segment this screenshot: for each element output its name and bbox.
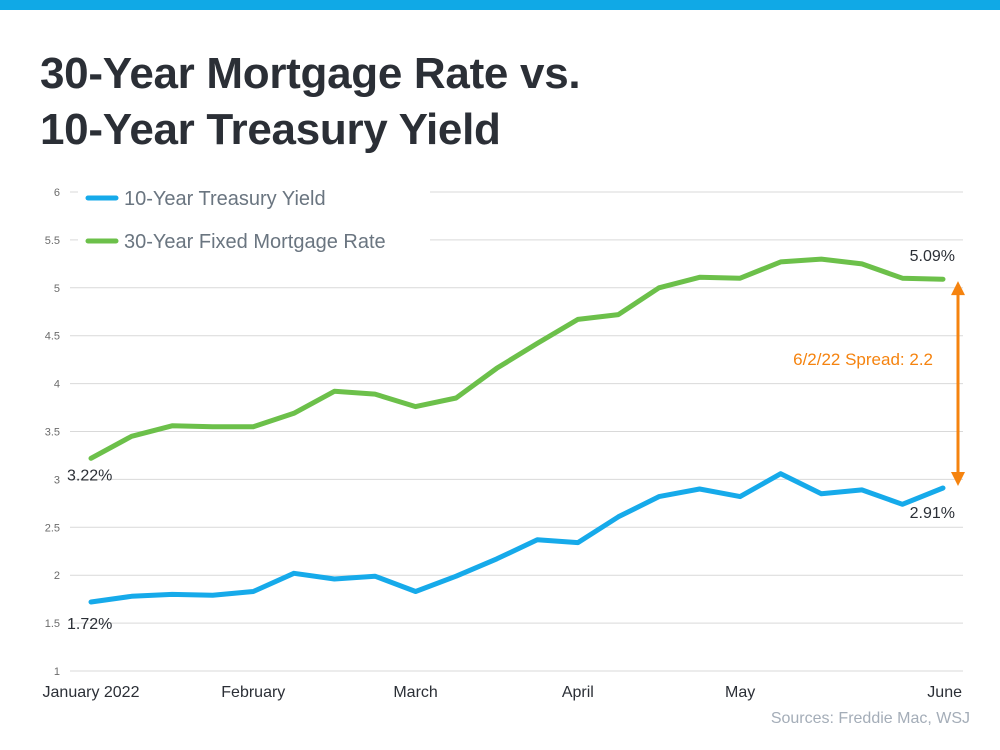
spread-arrow-head-up: [951, 281, 965, 296]
y-tick-label: 1: [54, 666, 60, 678]
treasury-series-line: [88, 471, 946, 605]
mortgage-start-label: 3.22%: [67, 467, 112, 484]
legend-box: [78, 178, 430, 260]
x-tick-label: January 2022: [43, 684, 140, 701]
x-tick-label: March: [393, 684, 437, 701]
y-tick-label: 2.5: [45, 522, 60, 534]
top-accent-bar: [0, 0, 1000, 10]
chart-title-line-2: 10-Year Treasury Yield: [40, 105, 501, 154]
treasury-end-label: 2.91%: [910, 505, 955, 522]
source-note: Sources: Freddie Mac, WSJ: [770, 710, 970, 727]
y-tick-label: 5.5: [45, 235, 60, 247]
legend-label-mortgage: 30-Year Fixed Mortgage Rate: [124, 231, 386, 253]
treasury-start-label: 1.72%: [67, 616, 112, 633]
chart-title: 30-Year Mortgage Rate vs. 10-Year Treasu…: [40, 46, 581, 158]
chart-title-line-1: 30-Year Mortgage Rate vs.: [40, 49, 581, 98]
spread-label: 6/2/22 Spread: 2.2: [793, 350, 933, 369]
legend-label-treasury: 10-Year Treasury Yield: [124, 188, 326, 210]
spread-arrow-head-down: [951, 472, 965, 487]
y-tick-label: 5: [54, 283, 60, 295]
y-tick-label: 3.5: [45, 427, 60, 439]
x-tick-label: June: [927, 684, 962, 701]
y-tick-label: 4.5: [45, 331, 60, 343]
y-tick-label: 1.5: [45, 618, 60, 630]
x-tick-label: February: [221, 684, 285, 701]
x-tick-label: April: [562, 684, 594, 701]
y-tick-label: 6: [54, 187, 60, 199]
y-tick-label: 4: [54, 379, 60, 391]
y-tick-label: 2: [54, 570, 60, 582]
mortgage-end-label: 5.09%: [910, 248, 955, 265]
x-tick-label: May: [725, 684, 755, 701]
mortgage-series-line: [88, 256, 946, 461]
y-tick-label: 3: [54, 474, 60, 486]
